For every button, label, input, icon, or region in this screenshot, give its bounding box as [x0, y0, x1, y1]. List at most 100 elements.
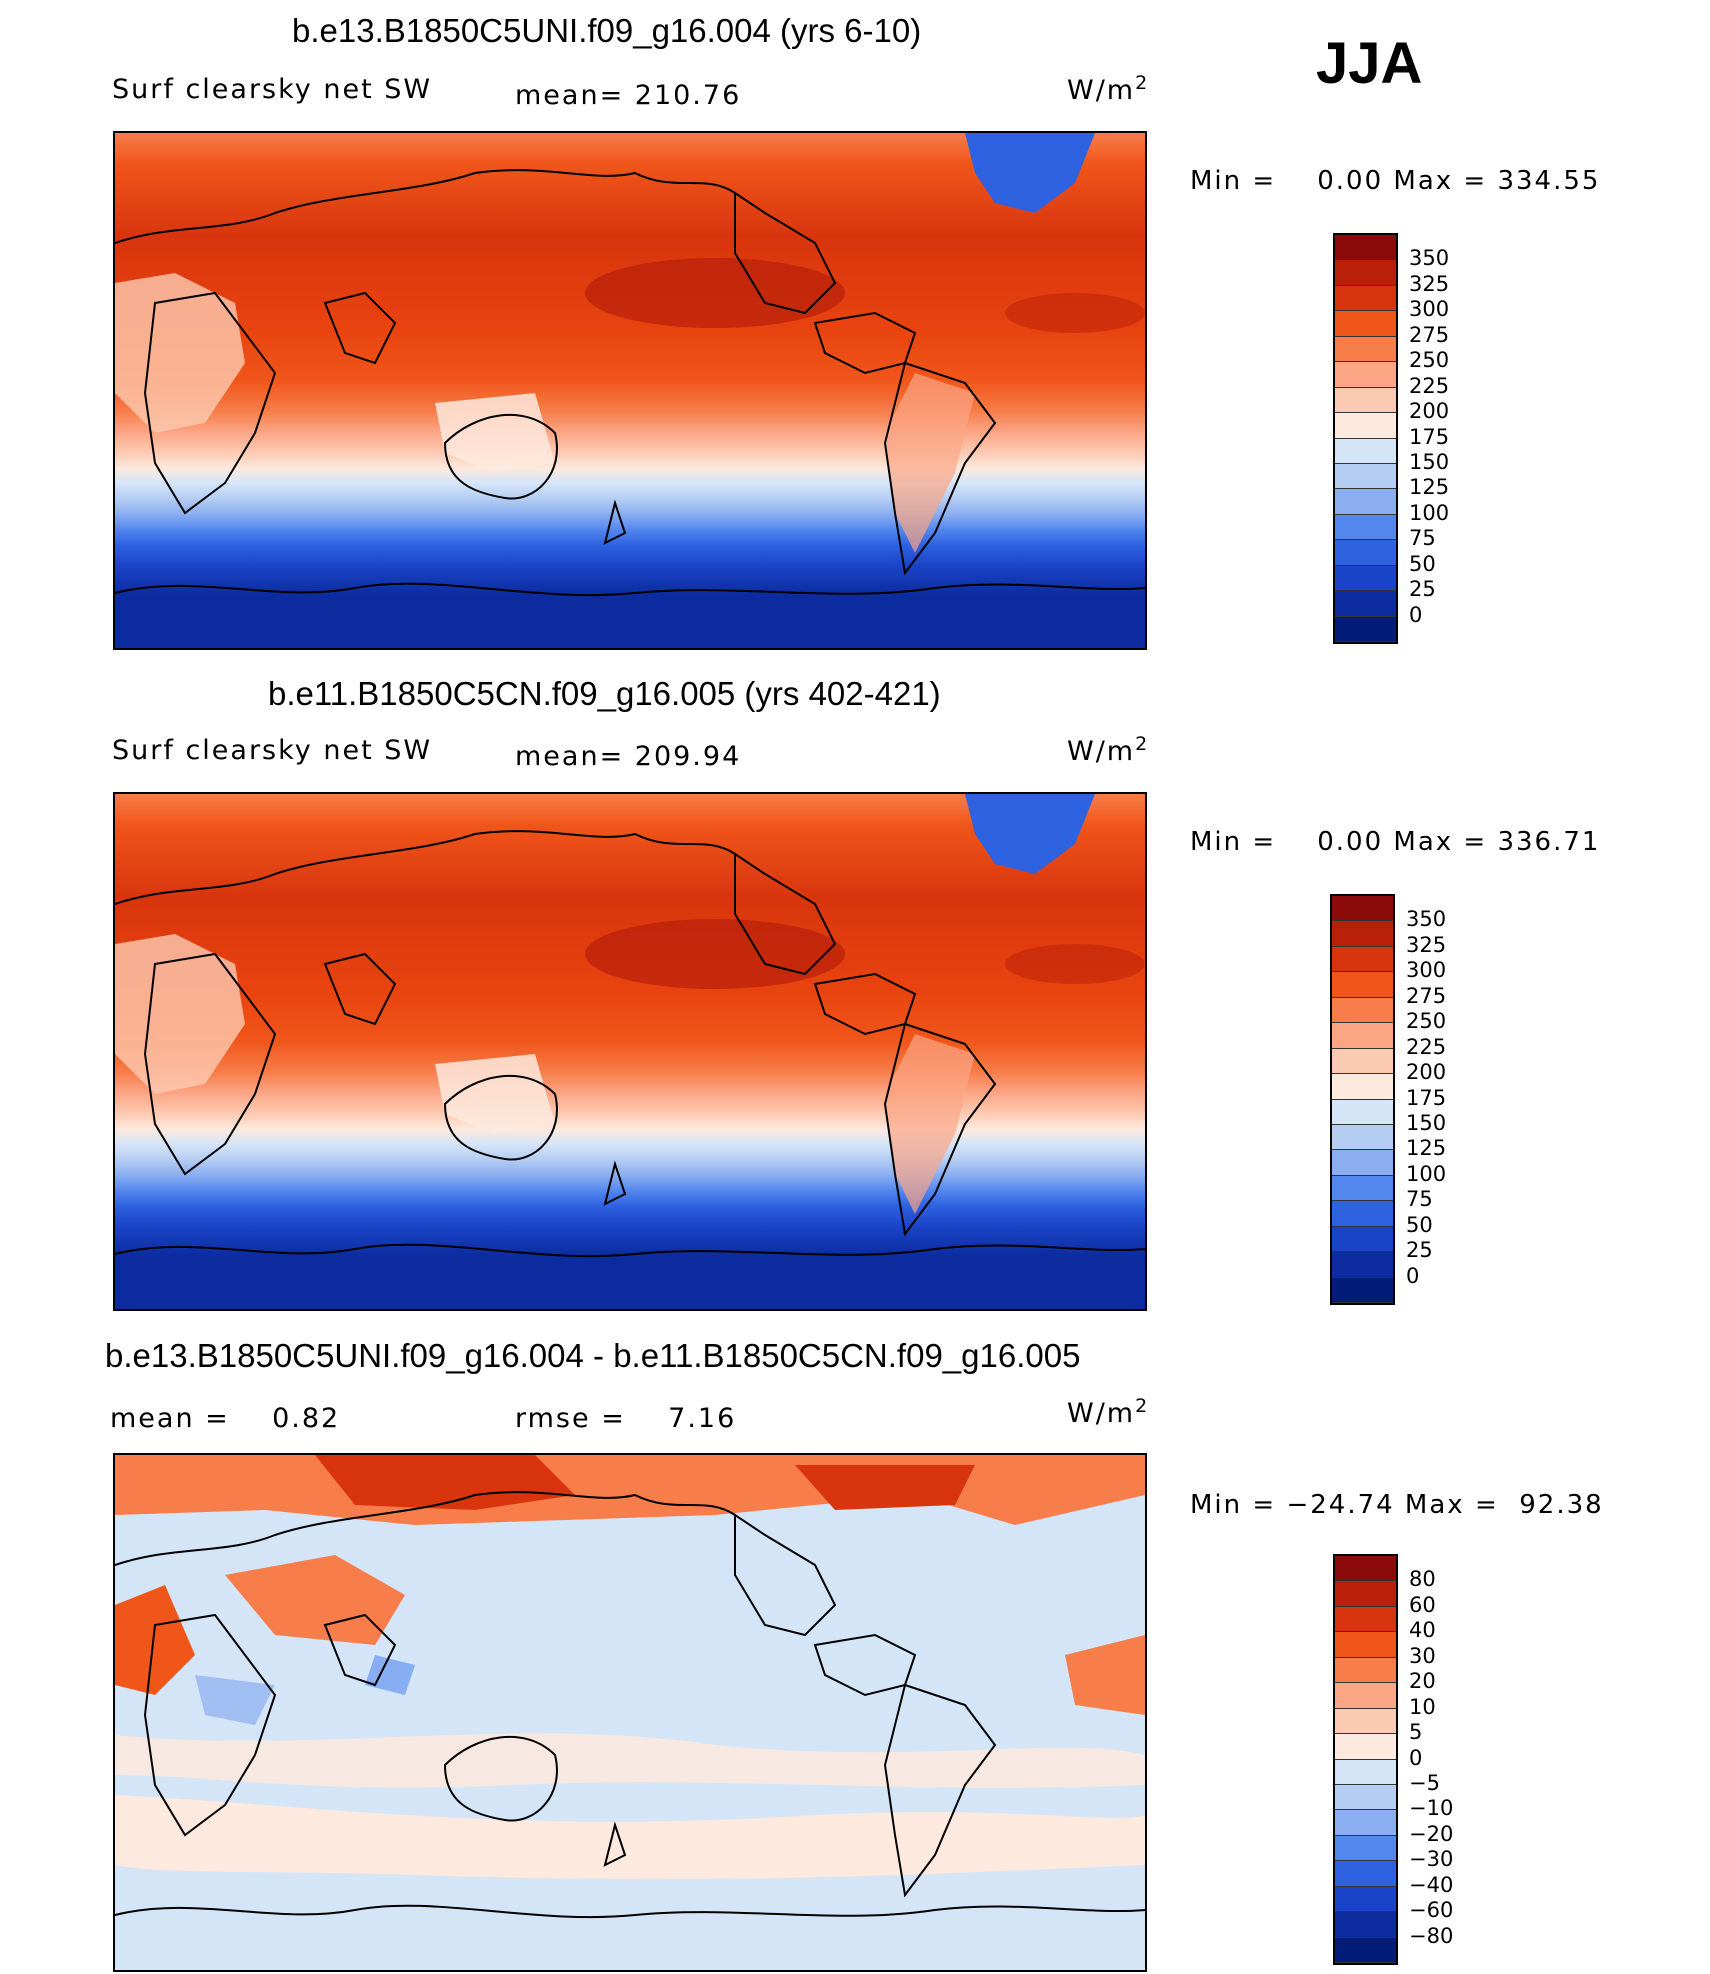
- colorbar-label: 50: [1406, 1212, 1433, 1237]
- colorbar-label: 175: [1409, 424, 1450, 449]
- colorbar-swatch: [1335, 489, 1396, 515]
- colorbar-swatch: [1335, 1861, 1396, 1887]
- colorbar-label: 350: [1406, 907, 1447, 932]
- panel-3-title: b.e13.B1850C5UNI.f09_g16.004 - b.e11.B18…: [105, 1337, 1081, 1374]
- panel-2-min-max: Min = 0.00 Max = 336.71: [1190, 827, 1601, 857]
- colorbar-label: 175: [1406, 1085, 1447, 1110]
- colorbar-label: 30: [1409, 1643, 1436, 1668]
- colorbar-label: 300: [1409, 297, 1450, 322]
- colorbar-label: 300: [1406, 958, 1447, 983]
- colorbar-swatch: [1335, 1937, 1396, 1963]
- season-label: JJA: [1316, 31, 1423, 96]
- panel-3-rmse-label: rmse = 7.16: [515, 1403, 737, 1434]
- colorbar-label: 75: [1406, 1187, 1433, 1212]
- colorbar-swatch: [1335, 1835, 1396, 1862]
- panel-1-title: b.e13.B1850C5UNI.f09_g16.004 (yrs 6-10): [292, 12, 922, 49]
- colorbar-label: 60: [1409, 1592, 1436, 1617]
- colorbar-label: 50: [1409, 551, 1436, 576]
- colorbar-label: 275: [1406, 983, 1447, 1008]
- colorbar-label: 40: [1409, 1618, 1436, 1643]
- colorbar-swatch: [1335, 1556, 1396, 1582]
- colorbar-label: −10: [1409, 1796, 1454, 1821]
- colorbar-swatch: [1332, 1277, 1393, 1303]
- colorbar-swatch: [1332, 946, 1393, 973]
- colorbar-label: 80: [1409, 1567, 1436, 1592]
- colorbar-label: 225: [1409, 373, 1450, 398]
- colorbar-label: 0: [1406, 1263, 1420, 1288]
- colorbar-label: 125: [1406, 1136, 1447, 1161]
- colorbar-swatch: [1335, 311, 1396, 337]
- colorbar-swatch: [1335, 260, 1396, 286]
- colorbar-swatch: [1335, 1632, 1396, 1658]
- panel-1-units: W/m2: [1067, 72, 1150, 106]
- colorbar-label: 125: [1409, 475, 1450, 500]
- colorbar-label: −80: [1409, 1923, 1454, 1948]
- colorbar-swatch: [1335, 1912, 1396, 1938]
- colorbar-label: 25: [1409, 577, 1436, 602]
- panel-1-min-max: Min = 0.00 Max = 334.55: [1190, 166, 1601, 196]
- panel-2-mean-label: mean= 209.94: [515, 741, 742, 772]
- colorbar-swatch: [1335, 362, 1396, 388]
- colorbar-swatch: [1335, 591, 1396, 617]
- colorbar-swatch: [1335, 438, 1396, 464]
- colorbar-label: 75: [1409, 526, 1436, 551]
- colorbar-label: 150: [1409, 449, 1450, 474]
- panel-2-colorbar-swatches: [1330, 894, 1395, 1305]
- panel-1-map: [113, 131, 1147, 650]
- colorbar-label: 250: [1409, 348, 1450, 373]
- colorbar-swatch: [1335, 336, 1396, 363]
- colorbar-label: 200: [1409, 399, 1450, 424]
- colorbar-label: 350: [1409, 246, 1450, 271]
- colorbar-label: 100: [1406, 1161, 1447, 1186]
- colorbar-swatch: [1335, 616, 1396, 642]
- colorbar-label: 20: [1409, 1669, 1436, 1694]
- colorbar-swatch: [1335, 565, 1396, 592]
- colorbar-label: −60: [1409, 1898, 1454, 1923]
- panel-3-map-svg: [115, 1455, 1145, 1970]
- colorbar-swatch: [1332, 921, 1393, 947]
- panel-3-min-max: Min = −24.74 Max = 92.38: [1190, 1490, 1604, 1520]
- panel-1-mean-label: mean= 210.76: [515, 80, 742, 111]
- colorbar-label: −20: [1409, 1821, 1454, 1846]
- colorbar-swatch: [1335, 1683, 1396, 1709]
- colorbar-label: 250: [1406, 1009, 1447, 1034]
- colorbar-swatch: [1335, 514, 1396, 541]
- panel-1-map-svg: [115, 133, 1145, 648]
- colorbar-swatch: [1335, 1657, 1396, 1684]
- panel-2-map-svg: [115, 794, 1145, 1309]
- panel-1-colorbar-swatches: [1333, 233, 1398, 644]
- colorbar-label: 325: [1409, 271, 1450, 296]
- colorbar-swatch: [1332, 997, 1393, 1024]
- colorbar-label: 325: [1406, 932, 1447, 957]
- colorbar-swatch: [1332, 1048, 1393, 1075]
- colorbar-swatch: [1332, 896, 1393, 922]
- colorbar-label: 5: [1409, 1720, 1423, 1745]
- panel-2-variable-label: Surf clearsky net SW: [112, 735, 433, 766]
- colorbar-swatch: [1335, 285, 1396, 312]
- colorbar-label: 150: [1406, 1110, 1447, 1135]
- colorbar-swatch: [1335, 1734, 1396, 1760]
- colorbar-swatch: [1332, 1074, 1393, 1100]
- colorbar-label: 100: [1409, 500, 1450, 525]
- colorbar-swatch: [1335, 413, 1396, 439]
- colorbar-swatch: [1335, 235, 1396, 261]
- colorbar-label: 10: [1409, 1694, 1436, 1719]
- panel-1-variable-label: Surf clearsky net SW: [112, 74, 433, 105]
- panel-3-map: [113, 1453, 1147, 1972]
- colorbar-label: −5: [1409, 1770, 1440, 1795]
- colorbar-label: 225: [1406, 1034, 1447, 1059]
- colorbar-swatch: [1332, 1201, 1393, 1227]
- panel-3-units: W/m2: [1067, 1395, 1150, 1429]
- colorbar-label: −30: [1409, 1847, 1454, 1872]
- colorbar-swatch: [1335, 1708, 1396, 1735]
- colorbar-label: 0: [1409, 1745, 1423, 1770]
- colorbar-swatch: [1335, 463, 1396, 490]
- colorbar-swatch: [1332, 1252, 1393, 1278]
- colorbar-swatch: [1332, 1150, 1393, 1176]
- colorbar-swatch: [1335, 1606, 1396, 1633]
- colorbar-swatch: [1335, 1886, 1396, 1913]
- colorbar-label: 0: [1409, 602, 1423, 627]
- colorbar-swatch: [1332, 1099, 1393, 1125]
- colorbar-label: 25: [1406, 1238, 1433, 1263]
- colorbar-swatch: [1335, 1784, 1396, 1811]
